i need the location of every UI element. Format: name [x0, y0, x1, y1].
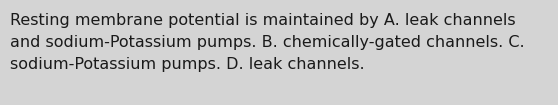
Text: and sodium-Potassium pumps. B. chemically-gated channels. C.: and sodium-Potassium pumps. B. chemicall…	[10, 35, 525, 50]
Text: sodium-Potassium pumps. D. leak channels.: sodium-Potassium pumps. D. leak channels…	[10, 57, 364, 72]
Text: Resting membrane potential is maintained by A. leak channels: Resting membrane potential is maintained…	[10, 13, 516, 28]
